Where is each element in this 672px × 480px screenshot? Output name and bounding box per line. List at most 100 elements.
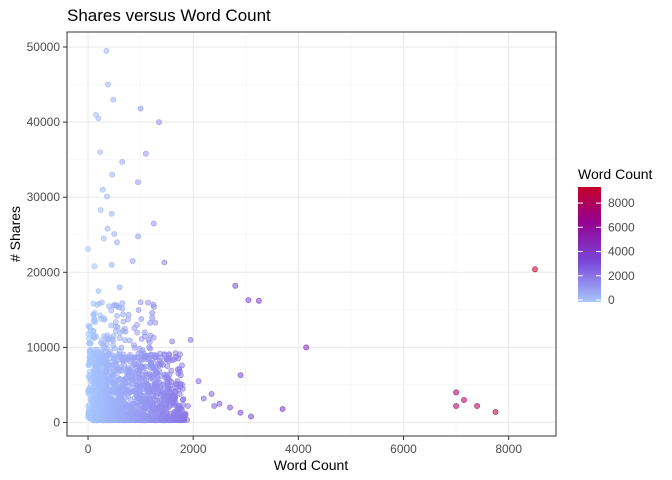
data-point [102,348,109,355]
data-point [279,406,286,412]
data-point [106,303,112,309]
data-point [94,352,101,359]
data-point [136,345,143,352]
data-point [119,300,126,306]
plot-panel [66,31,557,437]
data-point [103,47,110,54]
data-point [179,385,186,392]
data-points [85,47,538,424]
data-point [125,316,131,323]
data-point [141,386,148,393]
data-point [147,320,153,326]
legend-ticks: 0 2000 4000 6000 8000 [578,196,635,307]
data-point [135,233,141,240]
data-point [110,337,116,344]
data-point [163,405,170,412]
data-point [227,404,233,411]
data-point [94,301,101,308]
data-point [111,231,118,237]
data-point [180,396,187,402]
data-point [195,378,202,385]
data-point [103,335,109,341]
data-point [152,319,159,326]
data-point [137,299,144,306]
data-point [150,301,157,308]
data-point [453,403,459,409]
data-point [127,396,134,403]
legend-label: 4000 [608,245,635,259]
data-point [117,383,124,390]
data-point [161,351,168,358]
data-point [151,380,158,387]
data-point [120,351,127,358]
data-point [93,333,100,340]
data-point [109,352,116,359]
data-point [104,193,110,200]
data-point [93,346,100,353]
data-point [121,325,128,332]
data-point [150,220,157,227]
data-point [109,416,115,423]
data-point [143,371,150,378]
data-point [142,150,149,157]
data-point [104,225,111,232]
data-point [119,367,125,374]
legend-title: Word Count [578,166,653,182]
data-point [127,389,133,396]
data-point [149,388,156,395]
data-point [166,414,173,421]
x-axis-title: Word Count [274,457,349,473]
data-point [117,417,124,424]
data-point [532,266,538,273]
data-point [135,179,141,186]
data-point [180,417,187,424]
data-point [116,389,122,396]
y-tick-label: 0 [53,415,60,429]
data-point [86,369,93,375]
data-point [184,403,191,409]
data-point [116,284,123,291]
data-point [97,207,104,213]
data-point [145,299,151,306]
data-point [96,385,103,392]
data-point [99,299,105,306]
data-point [137,398,144,405]
data-point [137,105,144,112]
data-point [174,378,181,385]
data-point [108,322,115,329]
data-point [148,359,154,366]
data-point [492,409,499,415]
y-tick-label: 30000 [27,190,61,204]
data-point [245,297,252,303]
data-point [128,415,135,421]
data-point [102,410,108,417]
data-point [161,259,168,266]
data-point [141,333,148,340]
data-point [124,412,131,419]
data-point [86,374,93,381]
data-point [131,344,138,351]
data-point [237,409,244,416]
y-axis-title: # Shares [7,206,23,262]
data-point [130,401,136,408]
data-point [255,297,262,304]
data-point [90,327,97,334]
data-point [85,410,92,416]
y-tick-label: 10000 [27,340,61,354]
data-point [119,305,126,312]
data-point [92,400,99,406]
data-point [216,400,223,407]
data-point [129,380,136,387]
data-point [114,312,120,319]
data-point [161,410,168,417]
data-point [87,415,94,422]
data-point [143,417,150,424]
chart-title: Shares versus Word Count [67,6,271,25]
data-point [114,239,120,246]
legend-label: 2000 [608,269,635,283]
data-point [110,342,116,349]
x-tick-label: 8000 [495,442,522,456]
data-point [101,355,107,361]
data-point [127,351,134,358]
